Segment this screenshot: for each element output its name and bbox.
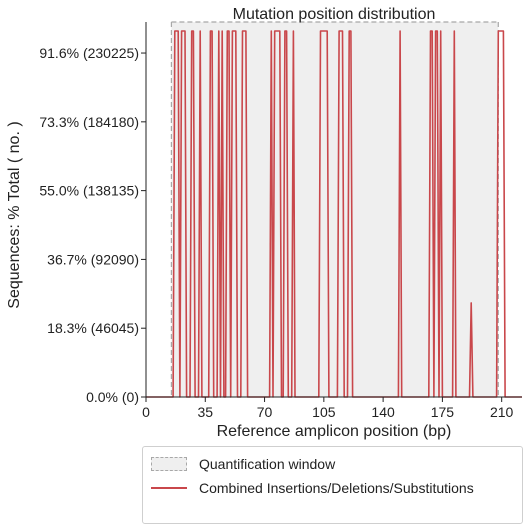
legend-label-series: Combined Insertions/Deletions/Substituti… <box>199 480 474 496</box>
line-swatch-icon <box>151 487 187 489</box>
y-tick-label: 91.6% (230225) <box>39 45 139 61</box>
legend-item-window: Quantification window <box>151 453 335 475</box>
y-tick-label: 36.7% (92090) <box>47 251 139 267</box>
y-tick-label: 73.3% (184180) <box>39 114 139 130</box>
x-axis-label: Reference amplicon position (bp) <box>217 423 452 440</box>
legend: Quantification window Combined Insertion… <box>142 446 523 524</box>
x-tick-label: 210 <box>490 404 514 420</box>
chart: 0 35 70 105 140 175 210 0.0% (0) 18.3% (46045) 36… <box>6 6 522 440</box>
y-axis-label: Sequences: % Total ( no. ) <box>6 121 23 308</box>
x-tick-label: 105 <box>312 404 336 420</box>
x-tick-label: 175 <box>431 404 455 420</box>
y-tick-label: 18.3% (46045) <box>47 320 139 336</box>
chart-title: Mutation position distribution <box>233 6 436 23</box>
y-tick-label: 0.0% (0) <box>86 389 139 405</box>
window-swatch-icon <box>151 457 187 471</box>
legend-item-series: Combined Insertions/Deletions/Substituti… <box>151 477 474 499</box>
x-tick-label: 140 <box>371 404 395 420</box>
x-tick-label: 70 <box>257 404 273 420</box>
x-tick-label: 0 <box>142 404 150 420</box>
x-tick-label: 35 <box>197 404 213 420</box>
y-tick-label: 55.0% (138135) <box>39 183 139 199</box>
legend-label-window: Quantification window <box>199 456 336 472</box>
